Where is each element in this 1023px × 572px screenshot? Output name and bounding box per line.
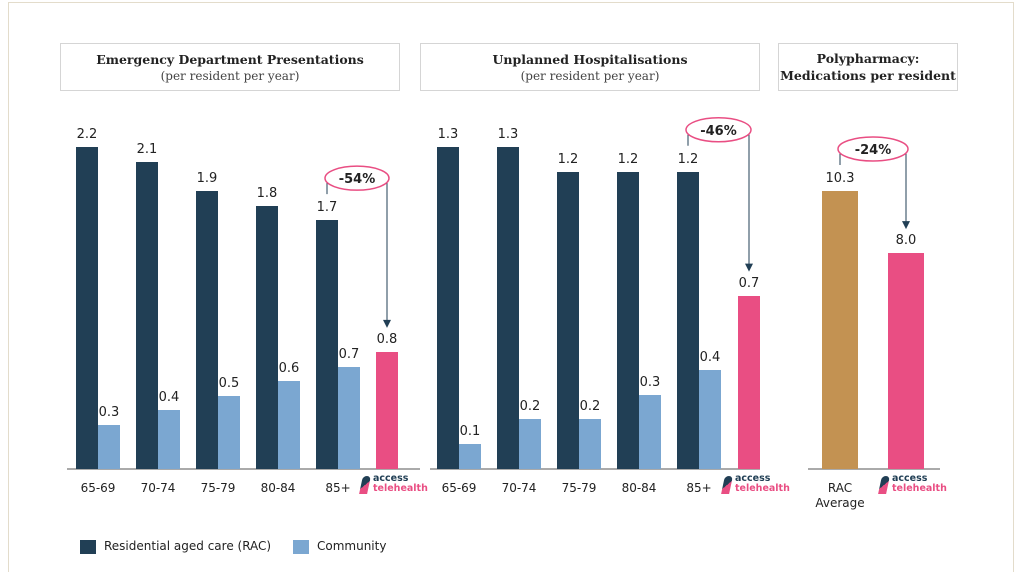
title-box tbox: Emergency Department Presentations (per r… [60,43,400,91]
bar [639,394,661,469]
x-tick-label: 70-74 [140,481,176,495]
x-tick-label: 80-84 [621,481,657,495]
chart-title: Polypharmacy: Medications per resident [780,51,956,83]
value-label: 0.2 [579,399,601,415]
value-label: 0.7 [738,275,760,291]
annotation-label: -46% [700,124,737,139]
value-label: 0.3 [639,374,661,390]
value-label: 0.7 [338,346,360,362]
annotation-ellipse [685,117,752,143]
x-tick-label: 75-79 [200,481,236,495]
legend-swatch [293,540,309,554]
value-label: 8.0 [895,233,917,249]
bar [888,253,924,469]
value-label: 1.2 [557,151,579,167]
annotation-ellipse [837,136,909,162]
logo-word: access [735,473,771,484]
chart-title: Emergency Department Presentations [96,51,364,67]
value-label: 0.4 [158,390,180,406]
arrow-head [902,221,910,230]
bar [98,425,120,469]
bar [738,295,760,469]
chart-subtitle: (per resident per year) [160,68,300,83]
title-box tbox: Polypharmacy: Medications per resident [778,43,958,91]
value-label: 2.2 [76,127,98,142]
x-tick-label: 80-84 [260,481,296,495]
value-label: 1.2 [617,151,639,167]
chart-subtitle: (per resident per year) [520,68,660,83]
bar [278,381,300,469]
bar [699,369,721,469]
frame [8,2,1014,572]
value-label: 0.5 [218,375,240,391]
value-label: 1.9 [196,170,218,186]
title-box tbox: Unplanned Hospitalisations (per resident … [420,43,760,91]
value-label: 1.8 [256,185,278,201]
bar [519,419,541,469]
bar [376,351,398,469]
arrow-head [383,319,391,328]
logo-word: telehealth [373,483,428,494]
logo-word: access [373,473,409,484]
x-tick-label: RAC Average [815,481,865,510]
bar [158,410,180,469]
annotation-ellipse [324,165,390,191]
x-tick-label: 75-79 [561,481,597,495]
logo-word: telehealth [735,483,790,494]
chart-title: Unplanned Hospitalisations [492,51,688,67]
legend-label: Residential aged care (RAC) [104,539,272,553]
bar [76,147,98,469]
logo-word: access [892,473,928,484]
x-tick-label: 65-69 [441,481,477,495]
value-label: 1.3 [497,127,519,142]
bar [497,147,519,469]
logo: access telehealth [359,473,431,498]
value-label: 10.3 [825,171,855,186]
legend-label: Community [317,539,387,553]
bar [338,366,360,469]
value-label: 0.8 [376,331,398,347]
bar [136,161,158,469]
value-label: 0.3 [98,405,120,421]
legend-swatch [80,540,96,554]
bar [579,419,601,469]
value-label: 1.2 [677,151,699,167]
x-tick-label: 85+ [325,481,351,495]
value-label: 1.7 [316,200,338,216]
annotation-label: -24% [855,143,892,158]
bar [437,147,459,469]
x-tick-label: 70-74 [501,481,537,495]
bar [557,171,579,469]
annotation-label: -54% [339,172,376,187]
bar [316,220,338,469]
logo-icon [359,476,371,494]
value-label: 0.4 [699,349,721,365]
bar [677,171,699,469]
value-label: 0.1 [459,424,481,440]
logo-word: telehealth [892,483,947,494]
x-tick-label: 65-69 [80,481,116,495]
bar [218,395,240,469]
bar [617,171,639,469]
logo: access telehealth [721,473,793,498]
bar [822,191,858,469]
value-label: 0.6 [278,361,300,377]
arrow-head [745,263,753,272]
value-label: 2.1 [136,141,158,157]
x-tick-label: 85+ [686,481,712,495]
bar [256,205,278,469]
bar [196,190,218,469]
value-label: 1.3 [437,127,459,142]
bar [459,444,481,469]
logo-icon [721,476,733,494]
logo-icon [878,476,890,494]
value-label: 0.2 [519,399,541,415]
logo: access telehealth [878,473,950,498]
